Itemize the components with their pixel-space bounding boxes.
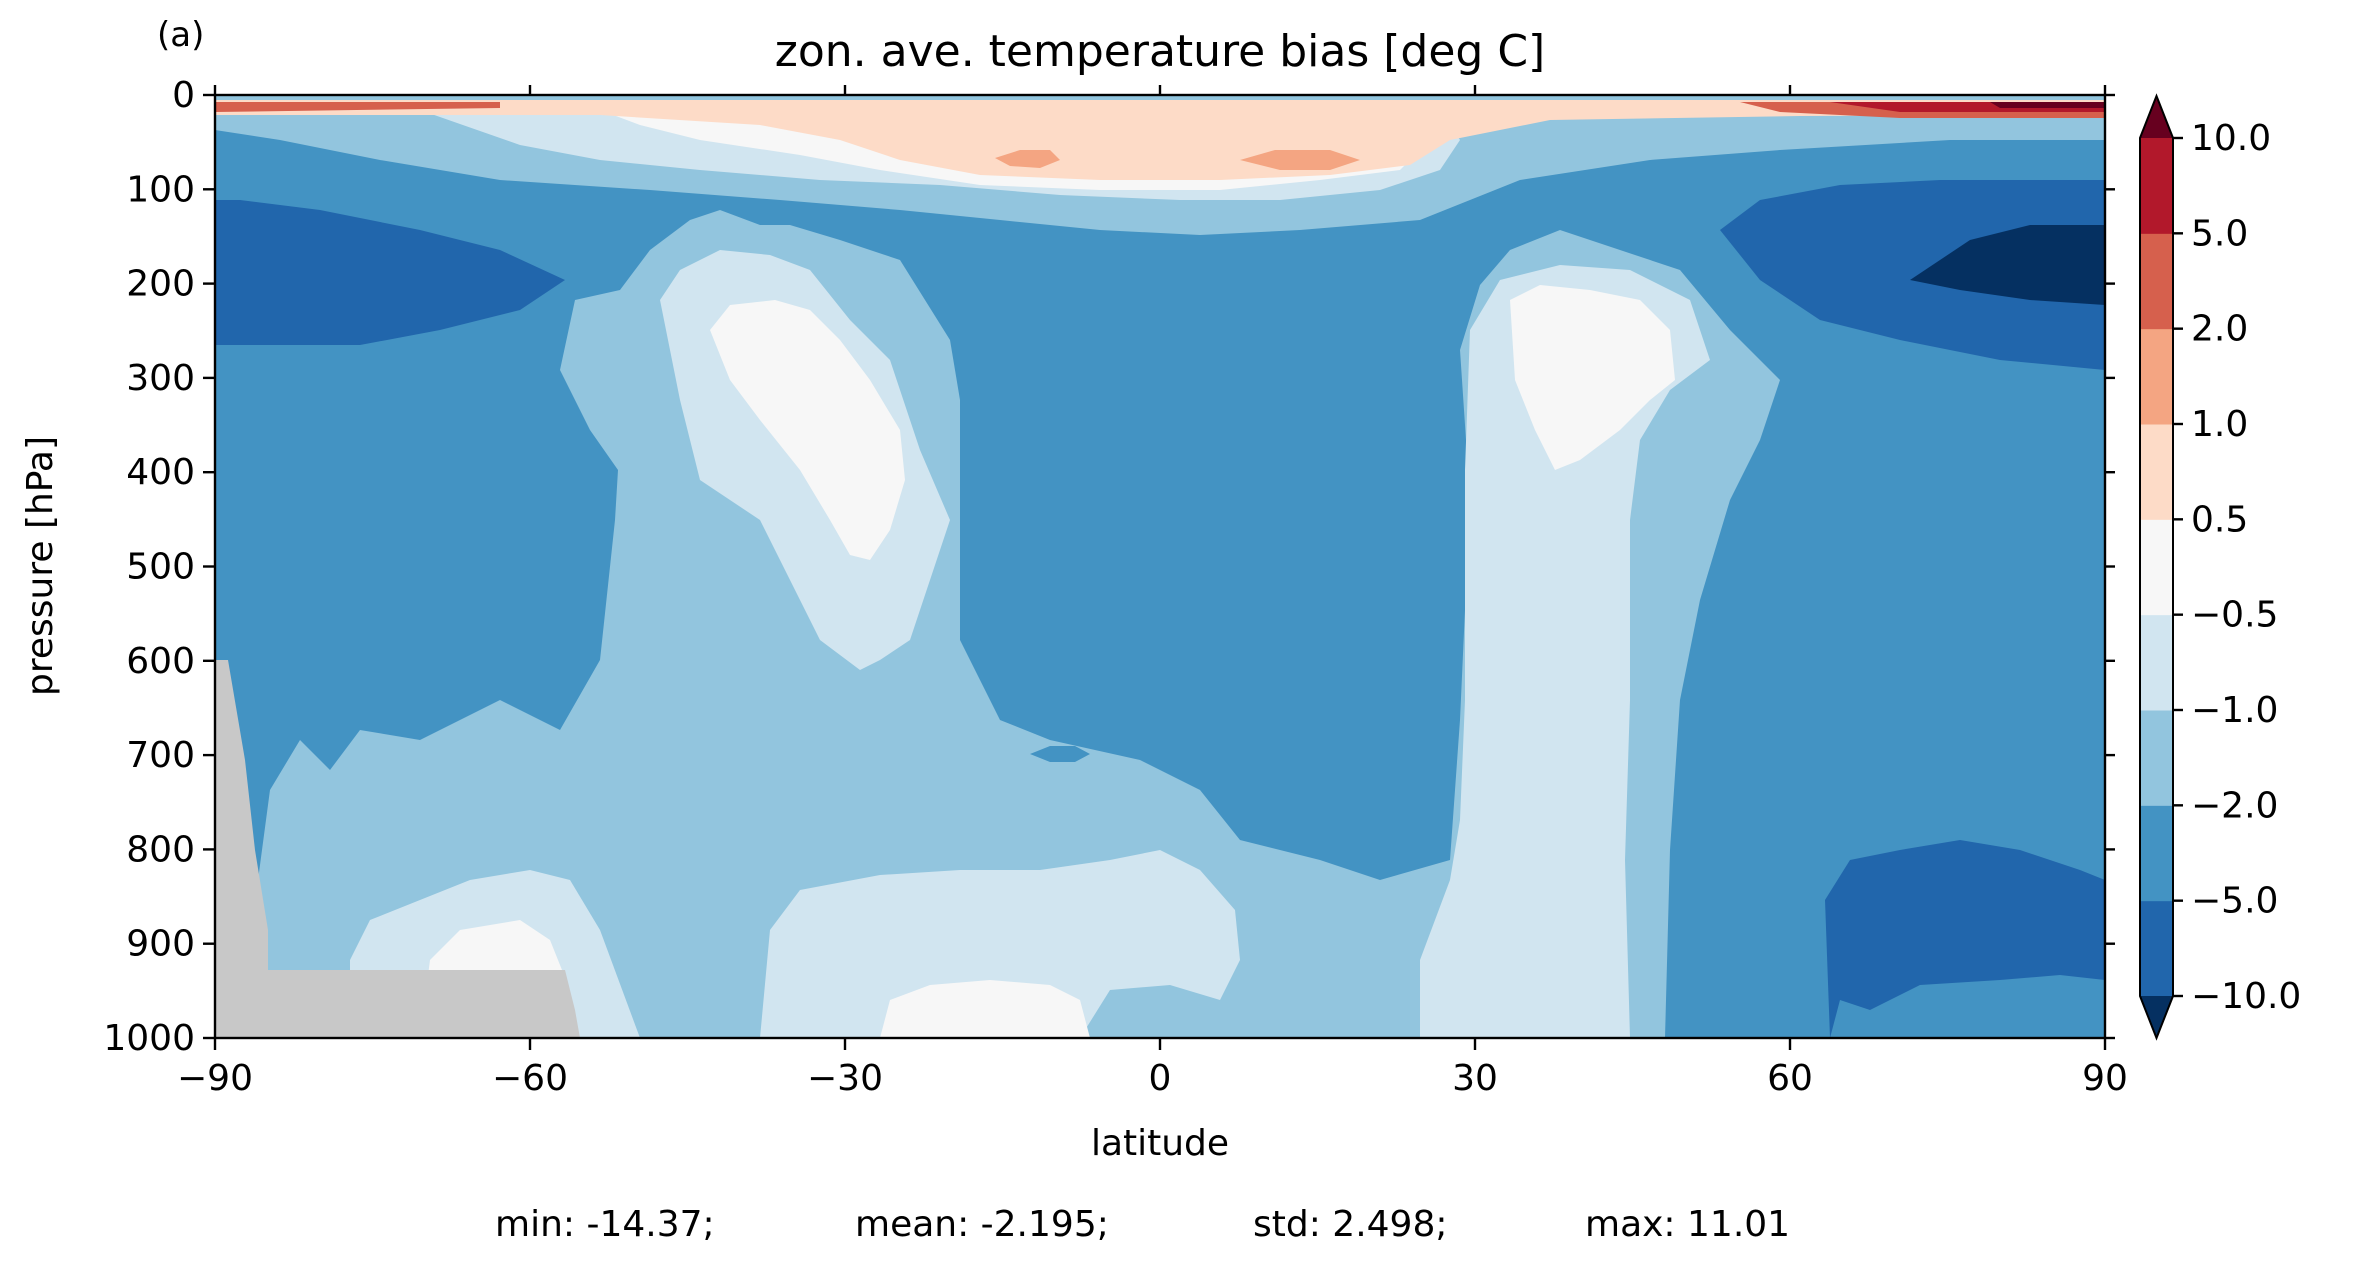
colorbar-extend-top (2140, 96, 2173, 138)
colorbar-tick-label: −0.5 (2191, 595, 2278, 636)
colorbar-tick-label: −10.0 (2191, 976, 2301, 1017)
y-tick-label: 1000 (103, 1018, 195, 1059)
colorbar-tick-label: −2.0 (2191, 785, 2278, 826)
x-tick-label: −30 (807, 1058, 883, 1099)
colorbar-segment (2140, 710, 2173, 806)
colorbar-tick-label: 10.0 (2191, 118, 2271, 159)
x-tick-label: −60 (492, 1058, 568, 1099)
x-tick-label: 90 (2082, 1058, 2128, 1099)
contour-band-north-lower-trop-min (1825, 840, 2105, 1038)
contour-band-low-trop-south (250, 210, 1780, 1038)
x-tick-label: 0 (1149, 1058, 1172, 1099)
contour-band-polar-strat-south (215, 102, 500, 112)
x-axis: −90 −60 −30 0 30 60 90 (177, 85, 2128, 1099)
colorbar-segment (2140, 424, 2173, 520)
contour-field (215, 95, 2105, 1038)
stat-mean: mean: -2.195; (855, 1204, 1109, 1245)
contour-band-tropical-surface (760, 850, 1240, 1038)
x-tick-label: 60 (1767, 1058, 1813, 1099)
stat-std: std: 2.498; (1253, 1204, 1447, 1245)
contour-band-north-200-core (1910, 225, 2105, 305)
colorbar-tick-label: −5.0 (2191, 881, 2278, 922)
y-tick-label: 700 (126, 735, 195, 776)
contour-band-strat-warm-core-2 (1240, 150, 1360, 170)
y-tick-label: 0 (172, 75, 195, 116)
contour-band-strat-warm (215, 100, 2105, 180)
colorbar-segment (2140, 328, 2173, 425)
y-axis-label: pressure [hPa] (20, 436, 61, 696)
y-axis: 0 100 200 300 400 500 600 700 800 900 1000 (103, 75, 2115, 1059)
y-tick-label: 300 (126, 358, 195, 399)
colorbar-tick-label: 2.0 (2191, 309, 2248, 350)
y-tick-label: 400 (126, 452, 195, 493)
y-tick-label: 500 (126, 547, 195, 588)
colorbar: −10.0 −5.0 −2.0 −1.0 −0.5 0.5 1.0 2.0 5.0 10.0 (2139, 93, 2301, 1041)
colorbar-extend-bottom (2140, 996, 2173, 1038)
contour-band-south-subtrop-core (710, 300, 905, 560)
colorbar-tick-label: 5.0 (2191, 213, 2248, 254)
colorbar-tick-label: 1.0 (2191, 404, 2248, 445)
contour-band-north-200-min (1720, 180, 2105, 370)
stat-min: min: -14.37; (495, 1204, 715, 1245)
y-tick-label: 800 (126, 829, 195, 870)
y-tick-label: 100 (126, 169, 195, 210)
x-tick-label: −90 (177, 1058, 253, 1099)
y-tick-label: 900 (126, 924, 195, 965)
contour-band-south-200-min (215, 200, 565, 345)
x-axis-label: latitude (1091, 1123, 1229, 1164)
colorbar-segment (2140, 900, 2173, 997)
colorbar-segment (2140, 138, 2173, 234)
colorbar-segment (2140, 233, 2173, 330)
missing-data-region (215, 660, 580, 1038)
chart-title: zon. ave. temperature bias [deg C] (775, 26, 1545, 77)
colorbar-tick-label: −1.0 (2191, 690, 2278, 731)
stats-footer: min: -14.37; mean: -2.195; std: 2.498; m… (495, 1204, 1790, 1245)
contour-band-tropical-surface-core (880, 980, 1090, 1038)
colorbar-segment (2140, 805, 2173, 902)
panel-label: (a) (157, 15, 204, 55)
contour-band-equatorial-700-min (1030, 746, 1090, 762)
x-tick-label: 30 (1452, 1058, 1498, 1099)
colorbar-segment (2140, 519, 2173, 616)
y-tick-label: 200 (126, 264, 195, 305)
colorbar-segment (2140, 614, 2173, 711)
stat-max: max: 11.01 (1585, 1204, 1790, 1245)
contour-band-north-subtrop-max (1420, 265, 1710, 1038)
y-tick-label: 600 (126, 641, 195, 682)
colorbar-tick-label: 0.5 (2191, 499, 2248, 540)
contour-band-strat-warm-core-1 (995, 150, 1060, 168)
contour-band-polar-strat-north-max (1990, 102, 2105, 108)
contour-band-north-subtrop-core (1510, 285, 1675, 470)
